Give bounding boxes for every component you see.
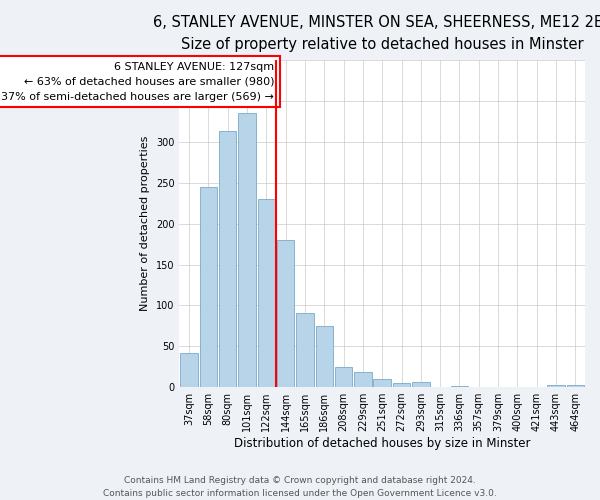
Bar <box>200 187 217 387</box>
Bar <box>354 372 371 387</box>
Bar <box>257 199 275 387</box>
Bar <box>316 326 333 387</box>
Bar <box>181 353 198 387</box>
Text: 6 STANLEY AVENUE: 127sqm
← 63% of detached houses are smaller (980)
37% of semi-: 6 STANLEY AVENUE: 127sqm ← 63% of detach… <box>1 62 274 102</box>
Bar <box>373 379 391 387</box>
Bar <box>277 240 295 387</box>
Bar <box>219 132 236 387</box>
Bar <box>393 383 410 387</box>
Bar <box>412 382 430 387</box>
Bar <box>238 114 256 387</box>
Bar <box>451 386 468 387</box>
Bar <box>335 366 352 387</box>
Y-axis label: Number of detached properties: Number of detached properties <box>140 136 151 312</box>
Bar <box>566 386 584 387</box>
X-axis label: Distribution of detached houses by size in Minster: Distribution of detached houses by size … <box>234 437 530 450</box>
Bar <box>547 384 565 387</box>
Text: Contains HM Land Registry data © Crown copyright and database right 2024.
Contai: Contains HM Land Registry data © Crown c… <box>103 476 497 498</box>
Bar <box>296 312 314 387</box>
Title: 6, STANLEY AVENUE, MINSTER ON SEA, SHEERNESS, ME12 2EY
Size of property relative: 6, STANLEY AVENUE, MINSTER ON SEA, SHEER… <box>152 15 600 52</box>
